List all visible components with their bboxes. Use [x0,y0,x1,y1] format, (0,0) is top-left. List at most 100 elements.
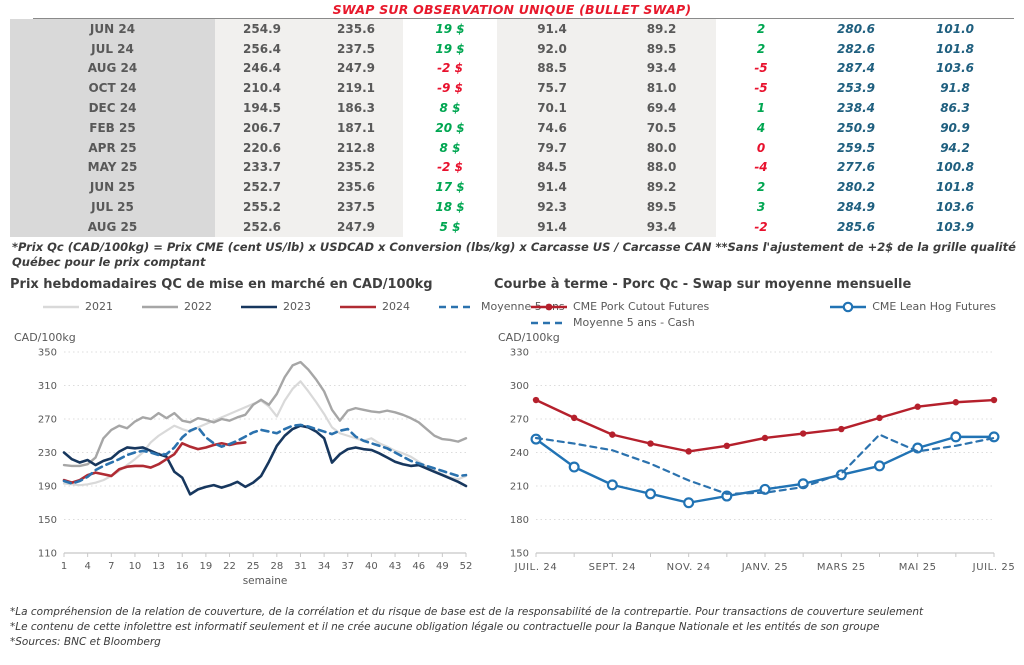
table-cell-c1: 233.7 [215,157,309,178]
legend-row: 2021 2022 2023 2024 Moyenne 5 ans [10,299,565,315]
legend-label: 2023 [283,300,311,314]
legend-swatch-line-icon [340,305,376,308]
legend-item-cme-lean-hog-futures: CME Lean Hog Futures [829,300,996,313]
table-cell-c6: -5 [754,81,768,96]
svg-text:330: 330 [510,347,529,358]
table-cell-c2: 247.9 [309,58,403,79]
table-cell-c7: 250.9 [837,120,875,135]
table-cell-c6: -4 [754,160,768,175]
table-row-month: DEC 24 [10,98,215,118]
svg-text:240: 240 [510,448,529,459]
table-row-month: FEB 25 [10,117,215,138]
table-cell-c2: 186.3 [309,98,403,118]
footer-line: *Le contenu de cette infolettre est info… [10,620,880,633]
table-cell-c6: 3 [756,200,766,215]
table-cell-c6: -2 [754,219,768,234]
svg-text:NOV. 24: NOV. 24 [667,562,711,573]
svg-text:150: 150 [510,548,529,559]
legend-row: Moyenne 5 ans - Cash [494,315,1024,331]
legend-item-cme-pork-cutout-futures: CME Pork Cutout Futures [530,300,829,313]
table-cell-c4: 84.5 [497,157,607,178]
table-cell-c8: 103.6 [936,61,974,76]
legend-item-2021: 2021 [42,300,113,313]
table-cell-c6: -5 [754,61,768,76]
table-cell-c7: 253.9 [837,81,875,96]
table-cell-c4: 91.4 [497,19,607,39]
legend-label: 2022 [184,300,212,314]
legend-swatch-line-icon [439,305,475,308]
svg-text:190: 190 [38,481,57,492]
footer-line: *La compréhension de la relation de couv… [10,605,924,618]
table-cell-c1: 246.4 [215,58,309,79]
legend-item-moyenne-5-ans-cash: Moyenne 5 ans - Cash [530,316,695,329]
table-cell-c3: -2 $ [437,61,463,76]
table-cell-c4: 92.3 [497,197,607,217]
legend-label: CME Lean Hog Futures [872,300,996,314]
table-cell-c8: 101.8 [936,41,974,56]
table-cell-c2: 187.1 [309,117,403,138]
table-cell-c8: 103.9 [936,219,974,234]
svg-text:40: 40 [365,561,378,572]
table-cell-c1: 194.5 [215,98,309,118]
table-cell-c2: 237.5 [309,38,403,59]
table-row-month: JUL 25 [10,197,215,217]
legend-label: 2024 [382,300,410,314]
table-cell-c1: 220.6 [215,137,309,158]
table-cell-c5: 88.0 [607,157,716,178]
svg-text:SEPT. 24: SEPT. 24 [589,562,637,573]
table-row-month: MAY 25 [10,157,215,178]
legend-swatch-line-icon [531,321,567,324]
forward-curve-chart-panel: Courbe à terme - Porc Qc - Swap sur moye… [494,277,1024,595]
weekly-chart-title: Prix hebdomadaires QC de mise en marché … [10,276,433,292]
table-cell-c8: 91.8 [940,81,970,96]
legend-label: Moyenne 5 ans [481,300,565,314]
table-row-month: OCT 24 [10,78,215,99]
forward-curve-line-chart: 150 180 210 240 270 300 330 JUIL. 24 SEPT. 24 NOV… [510,347,1015,573]
svg-text:46: 46 [412,561,425,572]
table-cell-c3: 5 $ [439,219,461,234]
table-cell-c2: 247.9 [309,216,403,237]
table-cell-c8: 100.8 [936,160,974,175]
svg-text:10: 10 [129,561,142,572]
title-rule [33,18,1014,19]
svg-text:16: 16 [176,561,189,572]
legend-item-2022: 2022 [141,300,212,313]
legend-label: CME Pork Cutout Futures [573,300,710,314]
table-cell-c5: 93.4 [607,216,716,237]
svg-text:semaine: semaine [243,575,288,587]
forward-chart-title: Courbe à terme - Porc Qc - Swap sur moye… [494,276,912,292]
table-cell-c7: 277.6 [837,160,875,175]
table-cell-c6: 2 [756,180,766,195]
svg-text:1: 1 [61,561,67,572]
forward-chart-legend: CME Pork Cutout Futures CME Lean Hog Futu… [494,296,1024,331]
svg-text:52: 52 [460,561,473,572]
table-cell-c2: 212.8 [309,137,403,158]
table-row-month: AUG 25 [10,216,215,237]
charts-row: Prix hebdomadaires QC de mise en marché … [0,277,1024,595]
table-cell-c3: 8 $ [439,140,461,155]
table-row-month: JUN 25 [10,177,215,198]
legend-item-2023: 2023 [240,300,311,313]
table-cell-c7: 287.4 [837,61,875,76]
weekly-chart-legend: 2021 2022 2023 2024 Moyenne 5 ans [10,296,565,331]
table-cell-c4: 88.5 [497,58,607,79]
svg-text:22: 22 [223,561,236,572]
table-cell-c3: 20 $ [435,120,465,135]
svg-text:350: 350 [38,347,57,358]
weekly-chart-yaxis-label: CAD/100kg [14,330,76,344]
table-cell-c8: 101.8 [936,180,974,195]
table-cell-c4: 70.1 [497,98,607,118]
svg-text:49: 49 [436,561,449,572]
svg-text:34: 34 [318,561,331,572]
table-cell-c5: 70.5 [607,117,716,138]
table-cell-c1: 252.7 [215,177,309,198]
svg-text:13: 13 [152,561,165,572]
svg-text:180: 180 [510,515,529,526]
legend-swatch-line-icon [830,301,867,312]
table-cell-c8: 86.3 [940,101,970,116]
legend-swatch-line-icon [142,305,178,308]
table-cell-c5: 89.2 [607,19,716,39]
legend-item-moyenne-5-ans: Moyenne 5 ans [438,300,565,313]
svg-text:310: 310 [38,381,57,392]
